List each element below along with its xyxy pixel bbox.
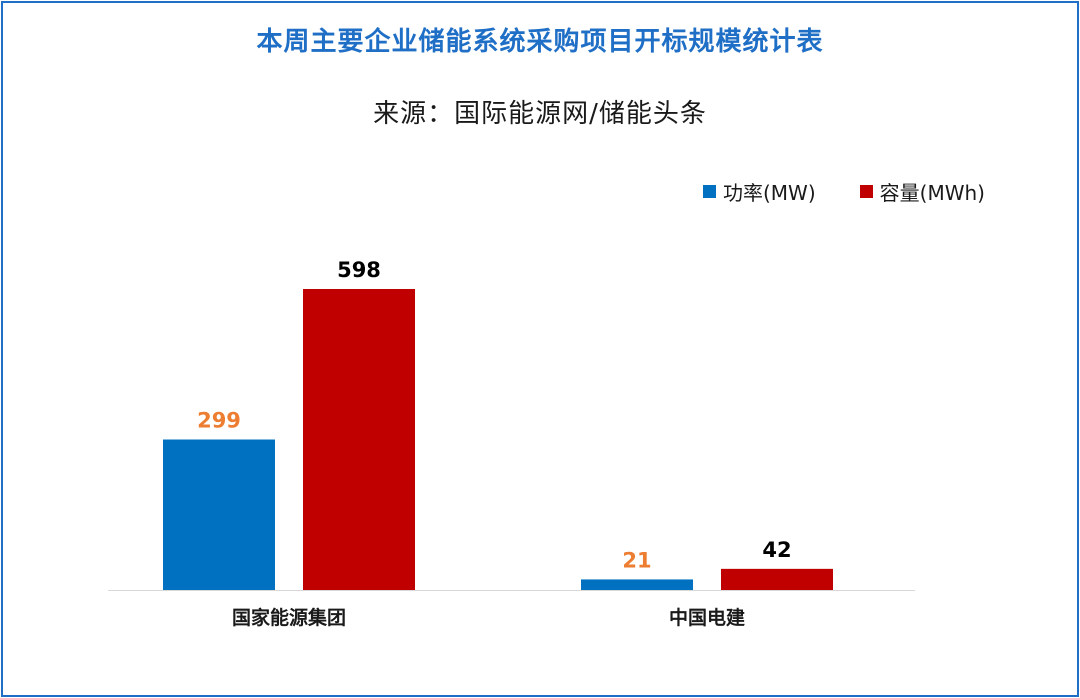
legend: 功率(MW) 容量(MWh) (703, 177, 985, 206)
legend-swatch-capacity (859, 184, 873, 198)
legend-item-power: 功率(MW) (703, 177, 816, 206)
legend-label-power: 功率(MW) (723, 180, 816, 205)
chart-title: 本周主要企业储能系统采购项目开标规模统计表 (256, 27, 824, 57)
category-label-1: 中国电建 (669, 606, 745, 629)
legend-swatch-power (703, 184, 716, 198)
bar-1-1 (721, 568, 833, 590)
data-label-1-1: 42 (762, 538, 791, 562)
legend-label-capacity: 容量(MWh) (879, 180, 985, 205)
bar-0-1 (303, 289, 415, 590)
chart-subtitle: 来源：国际能源网/储能头条 (373, 99, 707, 129)
data-label-0-1: 598 (337, 258, 381, 282)
bar-1-0 (581, 579, 693, 590)
legend-item-capacity: 容量(MWh) (859, 177, 985, 206)
category-label-0: 国家能源集团 (232, 606, 346, 629)
data-label-0-0: 299 (197, 409, 241, 433)
data-label-1-0: 21 (622, 548, 651, 572)
bar-0-0 (163, 439, 275, 590)
